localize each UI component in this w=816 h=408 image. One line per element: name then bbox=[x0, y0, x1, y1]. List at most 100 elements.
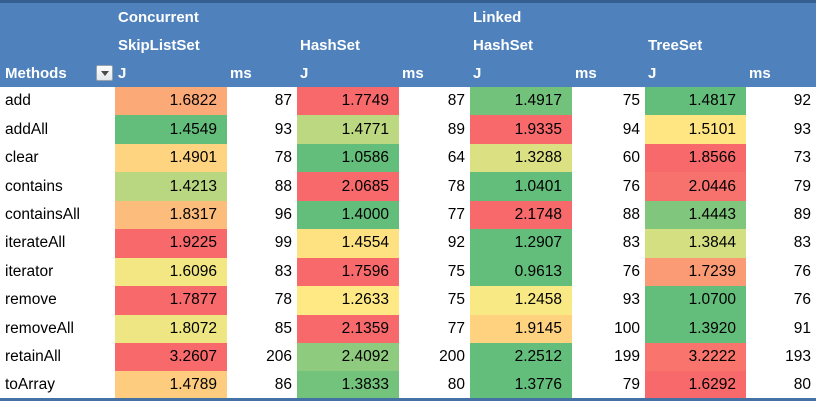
group-treeset-line2[interactable]: TreeSet bbox=[645, 31, 746, 59]
method-name-cell[interactable]: iterator bbox=[5, 262, 54, 280]
j-value-cell-treeset[interactable]: 1.0700 bbox=[645, 286, 746, 315]
col-header-j-hashset[interactable]: J bbox=[297, 59, 399, 87]
j-value-cell-linkedhashset[interactable]: 0.9613 bbox=[470, 257, 572, 287]
group-hashset-line2[interactable]: HashSet bbox=[297, 31, 399, 59]
ms-value-cell-linkedhashset[interactable]: 199 bbox=[614, 348, 640, 366]
ms-value-cell-hashset[interactable]: 78 bbox=[447, 177, 465, 195]
header-cell-blank[interactable] bbox=[399, 3, 470, 31]
ms-value-cell-concurrentskiplistset[interactable]: 87 bbox=[274, 92, 292, 110]
ms-value-cell-concurrentskiplistset[interactable]: 96 bbox=[274, 205, 292, 223]
col-header-ms-linkedhashset[interactable]: ms bbox=[572, 59, 645, 87]
j-value-cell-treeset[interactable]: 1.5101 bbox=[645, 115, 746, 144]
j-value-cell-concurrentskiplistset[interactable]: 3.2607 bbox=[115, 342, 227, 372]
ms-value-cell-hashset[interactable]: 92 bbox=[447, 234, 465, 252]
ms-value-cell-linkedhashset[interactable]: 79 bbox=[622, 375, 640, 393]
col-header-j-concurrentskiplistset[interactable]: J bbox=[115, 59, 227, 87]
ms-value-cell-linkedhashset[interactable]: 94 bbox=[622, 120, 640, 138]
method-name-cell[interactable]: addAll bbox=[5, 120, 49, 138]
ms-value-cell-treeset[interactable]: 73 bbox=[793, 149, 811, 167]
j-value-cell-hashset[interactable]: 1.0586 bbox=[297, 143, 399, 173]
ms-value-cell-treeset[interactable]: 91 bbox=[793, 319, 811, 337]
header-cell-blank[interactable] bbox=[746, 31, 816, 59]
ms-value-cell-hashset[interactable]: 89 bbox=[447, 120, 465, 138]
header-cell-blank[interactable] bbox=[746, 3, 816, 31]
j-value-cell-treeset[interactable]: 1.4443 bbox=[645, 200, 746, 230]
col-header-ms-treeset[interactable]: ms bbox=[746, 59, 816, 87]
j-value-cell-linkedhashset[interactable]: 1.3288 bbox=[470, 143, 572, 173]
method-name-cell[interactable]: toArray bbox=[5, 375, 55, 393]
j-value-cell-hashset[interactable]: 1.3833 bbox=[297, 371, 399, 400]
ms-value-cell-concurrentskiplistset[interactable]: 86 bbox=[274, 375, 292, 393]
ms-value-cell-treeset[interactable]: 193 bbox=[785, 348, 811, 366]
j-value-cell-treeset[interactable]: 2.0446 bbox=[645, 172, 746, 201]
j-value-cell-treeset[interactable]: 1.8566 bbox=[645, 143, 746, 173]
j-value-cell-concurrentskiplistset[interactable]: 1.6096 bbox=[115, 257, 227, 287]
ms-value-cell-concurrentskiplistset[interactable]: 85 bbox=[274, 319, 292, 337]
group-concurrentskiplistset-line1[interactable]: Concurrent bbox=[115, 3, 227, 31]
ms-value-cell-linkedhashset[interactable]: 60 bbox=[622, 149, 640, 167]
ms-value-cell-hashset[interactable]: 75 bbox=[447, 291, 465, 309]
ms-value-cell-linkedhashset[interactable]: 83 bbox=[622, 234, 640, 252]
method-name-cell[interactable]: containsAll bbox=[5, 205, 80, 223]
ms-value-cell-hashset[interactable]: 75 bbox=[447, 262, 465, 280]
group-concurrentskiplistset-line2[interactable]: SkipListSet bbox=[115, 31, 227, 59]
method-name-cell[interactable]: retainAll bbox=[5, 348, 61, 366]
j-value-cell-linkedhashset[interactable]: 1.4917 bbox=[470, 87, 572, 116]
group-hashset-line1[interactable] bbox=[297, 3, 399, 31]
j-value-cell-treeset[interactable]: 1.6292 bbox=[645, 371, 746, 400]
ms-value-cell-treeset[interactable]: 80 bbox=[793, 375, 811, 393]
method-name-cell[interactable]: iterateAll bbox=[5, 234, 66, 252]
method-name-cell[interactable]: remove bbox=[5, 291, 57, 309]
col-header-ms-hashset[interactable]: ms bbox=[399, 59, 470, 87]
j-value-cell-concurrentskiplistset[interactable]: 1.6822 bbox=[115, 87, 227, 116]
ms-value-cell-linkedhashset[interactable]: 100 bbox=[614, 319, 640, 337]
j-value-cell-hashset[interactable]: 1.4771 bbox=[297, 115, 399, 144]
j-value-cell-treeset[interactable]: 1.7239 bbox=[645, 257, 746, 287]
ms-value-cell-linkedhashset[interactable]: 76 bbox=[622, 177, 640, 195]
ms-value-cell-linkedhashset[interactable]: 88 bbox=[622, 205, 640, 223]
ms-value-cell-hashset[interactable]: 200 bbox=[439, 348, 465, 366]
ms-value-cell-linkedhashset[interactable]: 76 bbox=[622, 262, 640, 280]
methods-column-header[interactable]: Methods bbox=[0, 59, 115, 87]
method-name-cell[interactable]: clear bbox=[5, 149, 39, 167]
j-value-cell-hashset[interactable]: 1.7749 bbox=[297, 87, 399, 116]
ms-value-cell-treeset[interactable]: 92 bbox=[793, 92, 811, 110]
ms-value-cell-treeset[interactable]: 76 bbox=[793, 291, 811, 309]
j-value-cell-hashset[interactable]: 2.1359 bbox=[297, 314, 399, 343]
method-name-cell[interactable]: add bbox=[5, 92, 31, 110]
ms-value-cell-treeset[interactable]: 89 bbox=[793, 205, 811, 223]
j-value-cell-linkedhashset[interactable]: 1.9145 bbox=[470, 314, 572, 343]
j-value-cell-hashset[interactable]: 1.2633 bbox=[297, 286, 399, 315]
header-cell-blank[interactable] bbox=[572, 31, 645, 59]
method-name-cell[interactable]: contains bbox=[5, 177, 63, 195]
ms-value-cell-hashset[interactable]: 64 bbox=[447, 149, 465, 167]
ms-value-cell-concurrentskiplistset[interactable]: 78 bbox=[274, 149, 292, 167]
j-value-cell-linkedhashset[interactable]: 1.2458 bbox=[470, 286, 572, 315]
ms-value-cell-concurrentskiplistset[interactable]: 83 bbox=[274, 262, 292, 280]
j-value-cell-concurrentskiplistset[interactable]: 1.9225 bbox=[115, 229, 227, 258]
header-cell-blank[interactable] bbox=[227, 31, 297, 59]
j-value-cell-hashset[interactable]: 1.7596 bbox=[297, 257, 399, 287]
ms-value-cell-concurrentskiplistset[interactable]: 93 bbox=[274, 120, 292, 138]
header-cell-blank[interactable] bbox=[0, 3, 115, 31]
j-value-cell-hashset[interactable]: 2.4092 bbox=[297, 342, 399, 372]
j-value-cell-concurrentskiplistset[interactable]: 1.4213 bbox=[115, 172, 227, 201]
j-value-cell-treeset[interactable]: 3.2222 bbox=[645, 342, 746, 372]
ms-value-cell-concurrentskiplistset[interactable]: 206 bbox=[266, 348, 292, 366]
j-value-cell-concurrentskiplistset[interactable]: 1.7877 bbox=[115, 286, 227, 315]
header-cell-blank[interactable] bbox=[399, 31, 470, 59]
j-value-cell-concurrentskiplistset[interactable]: 1.4549 bbox=[115, 115, 227, 144]
ms-value-cell-hashset[interactable]: 77 bbox=[447, 319, 465, 337]
ms-value-cell-treeset[interactable]: 83 bbox=[793, 234, 811, 252]
group-linkedhashset-line2[interactable]: HashSet bbox=[470, 31, 572, 59]
j-value-cell-linkedhashset[interactable]: 1.3776 bbox=[470, 371, 572, 400]
ms-value-cell-treeset[interactable]: 79 bbox=[793, 177, 811, 195]
j-value-cell-linkedhashset[interactable]: 1.9335 bbox=[470, 115, 572, 144]
j-value-cell-linkedhashset[interactable]: 1.0401 bbox=[470, 172, 572, 201]
header-cell-blank[interactable] bbox=[0, 31, 115, 59]
j-value-cell-treeset[interactable]: 1.3844 bbox=[645, 229, 746, 258]
j-value-cell-linkedhashset[interactable]: 2.2512 bbox=[470, 342, 572, 372]
filter-dropdown-button[interactable] bbox=[96, 65, 113, 81]
ms-value-cell-concurrentskiplistset[interactable]: 88 bbox=[274, 177, 292, 195]
col-header-j-linkedhashset[interactable]: J bbox=[470, 59, 572, 87]
